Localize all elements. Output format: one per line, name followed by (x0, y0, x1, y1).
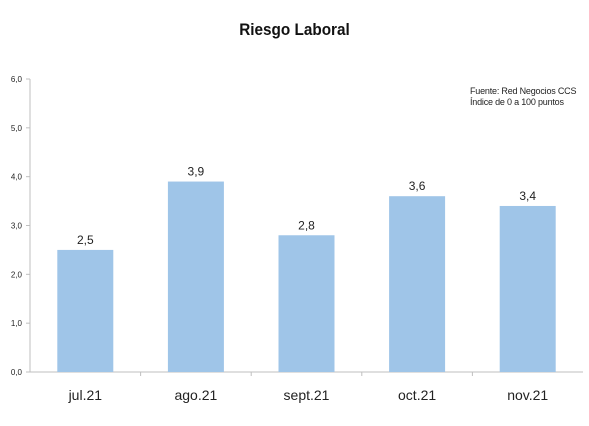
x-tick-label: oct.21 (398, 387, 436, 403)
y-tick-label: 3,0 (11, 222, 23, 231)
x-tick-label: ago.21 (174, 387, 217, 403)
x-tick-label: sept.21 (284, 387, 330, 403)
y-tick-label: 2,0 (11, 270, 23, 279)
y-tick-label: 4,0 (11, 173, 23, 182)
x-tick-label: nov.21 (507, 387, 548, 403)
bar-value-label: 3,9 (188, 165, 205, 179)
bar (389, 196, 446, 372)
x-tick-label: jul.21 (68, 387, 103, 403)
bar (499, 205, 556, 372)
chart-title: Riesgo Laboral (239, 20, 350, 39)
bar-value-label: 3,6 (409, 179, 426, 193)
bar (167, 181, 224, 372)
bar-value-label: 2,8 (298, 218, 315, 232)
bar-value-label: 2,5 (77, 233, 94, 247)
bar (278, 235, 335, 372)
y-tick-label: 0,0 (11, 368, 23, 377)
scale-annotation-line: Índice de 0 a 100 puntos (470, 97, 564, 107)
bar-value-label: 3,4 (519, 189, 536, 203)
source-annotation: Fuente: Red Negocios CCS Índice de 0 a 1… (470, 86, 576, 108)
y-tick-label: 1,0 (11, 319, 23, 328)
y-tick-label: 6,0 (11, 75, 23, 84)
bar (57, 249, 114, 372)
y-tick-label: 5,0 (11, 124, 23, 133)
source-annotation-line: Fuente: Red Negocios CCS (470, 86, 577, 96)
